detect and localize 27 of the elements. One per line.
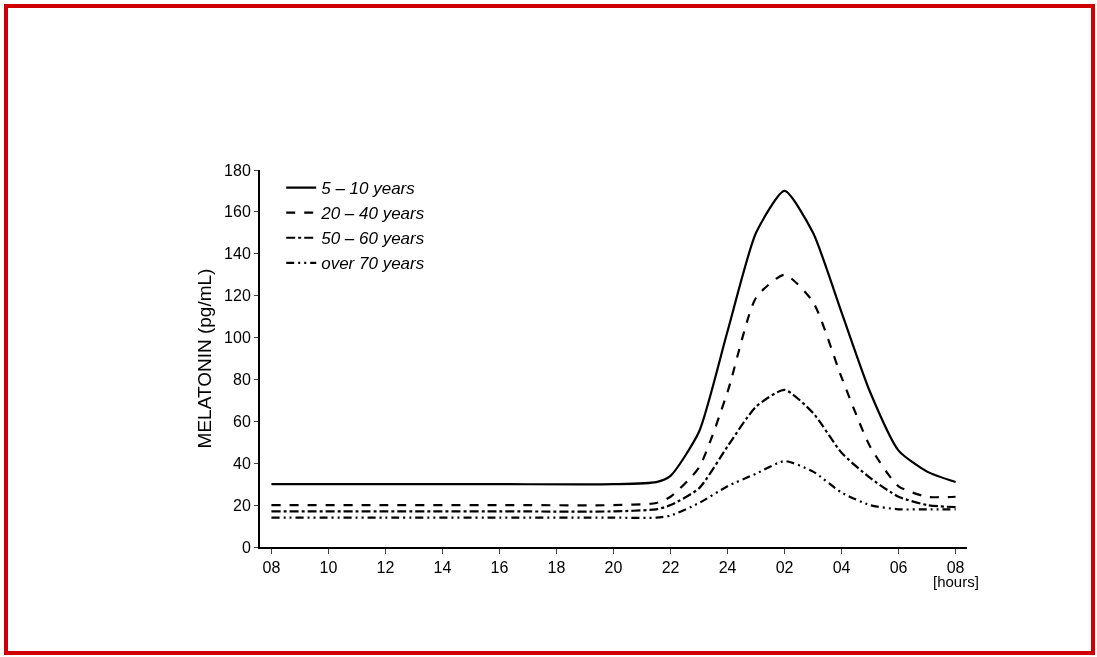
y-tick-label: 60 xyxy=(233,412,251,430)
x-tick-label: 14 xyxy=(433,559,452,577)
x-tick-label: 10 xyxy=(319,559,338,577)
x-tick-label: 12 xyxy=(376,559,395,577)
x-tick-label: 22 xyxy=(661,559,680,577)
y-tick-label: 0 xyxy=(241,538,251,556)
y-tick-label: 100 xyxy=(224,329,251,347)
x-tick-label: 18 xyxy=(547,559,566,577)
y-axis-title: MELATONIN (pg/mL) xyxy=(194,268,215,449)
legend-label: over 70 years xyxy=(321,254,425,274)
x-tick-label: 08 xyxy=(262,559,281,577)
x-tick-label: 24 xyxy=(718,559,737,577)
y-tick-label: 40 xyxy=(233,454,251,472)
y-tick-label: 80 xyxy=(233,371,251,389)
x-tick-label: 02 xyxy=(775,559,794,577)
x-tick-label: 04 xyxy=(832,559,851,577)
legend-label: 20 – 40 years xyxy=(320,204,425,224)
legend-label: 50 – 60 years xyxy=(321,229,425,249)
x-tick-label: 06 xyxy=(889,559,908,577)
y-tick-label: 180 xyxy=(224,161,251,179)
legend-label: 5 – 10 years xyxy=(321,179,416,199)
y-tick-label: 160 xyxy=(224,203,251,221)
y-tick-label: 140 xyxy=(224,245,251,263)
y-tick-label: 120 xyxy=(224,287,251,305)
x-tick-label: 20 xyxy=(604,559,623,577)
x-tick-label: 16 xyxy=(490,559,509,577)
y-tick-label: 20 xyxy=(233,496,251,514)
